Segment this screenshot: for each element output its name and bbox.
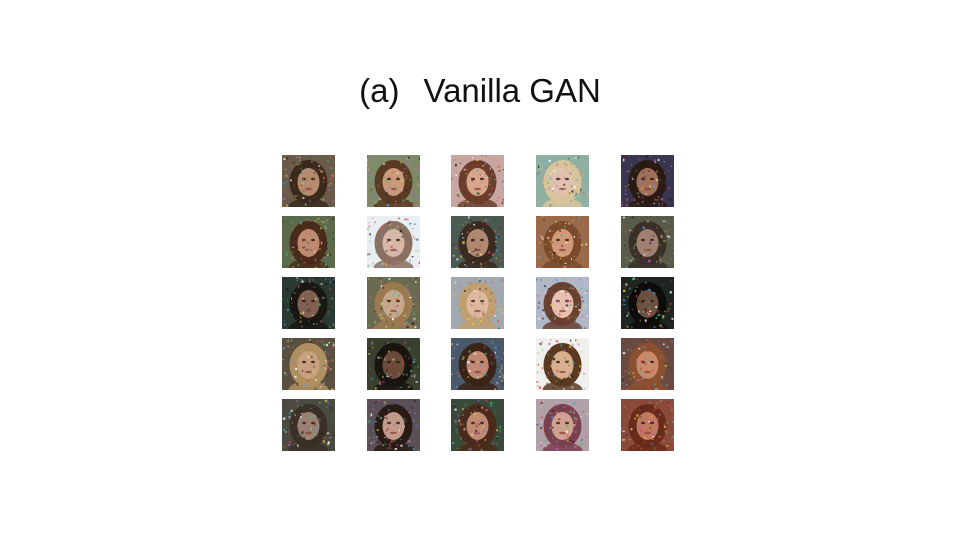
sample-image: [451, 399, 504, 451]
sample-image: [621, 216, 674, 268]
sample-image: [282, 216, 335, 268]
figure-label: (a): [359, 72, 400, 109]
sample-image: [367, 155, 420, 207]
figure-title: (a) Vanilla GAN: [0, 72, 960, 110]
sample-image: [367, 216, 420, 268]
figure-title-text: Vanilla GAN: [423, 72, 601, 109]
sample-image: [621, 399, 674, 451]
sample-image: [451, 155, 504, 207]
generated-samples-grid: [282, 155, 674, 452]
sample-image: [536, 216, 589, 268]
sample-image: [282, 399, 335, 451]
sample-image: [282, 338, 335, 390]
sample-image: [621, 277, 674, 329]
sample-image: [367, 399, 420, 451]
sample-image: [282, 277, 335, 329]
sample-image: [451, 216, 504, 268]
sample-image: [536, 155, 589, 207]
sample-image: [367, 338, 420, 390]
sample-image: [451, 277, 504, 329]
sample-image: [451, 338, 504, 390]
sample-image: [536, 399, 589, 451]
sample-image: [536, 338, 589, 390]
sample-image: [621, 338, 674, 390]
sample-image: [536, 277, 589, 329]
sample-image: [621, 155, 674, 207]
sample-image: [367, 277, 420, 329]
sample-image: [282, 155, 335, 207]
